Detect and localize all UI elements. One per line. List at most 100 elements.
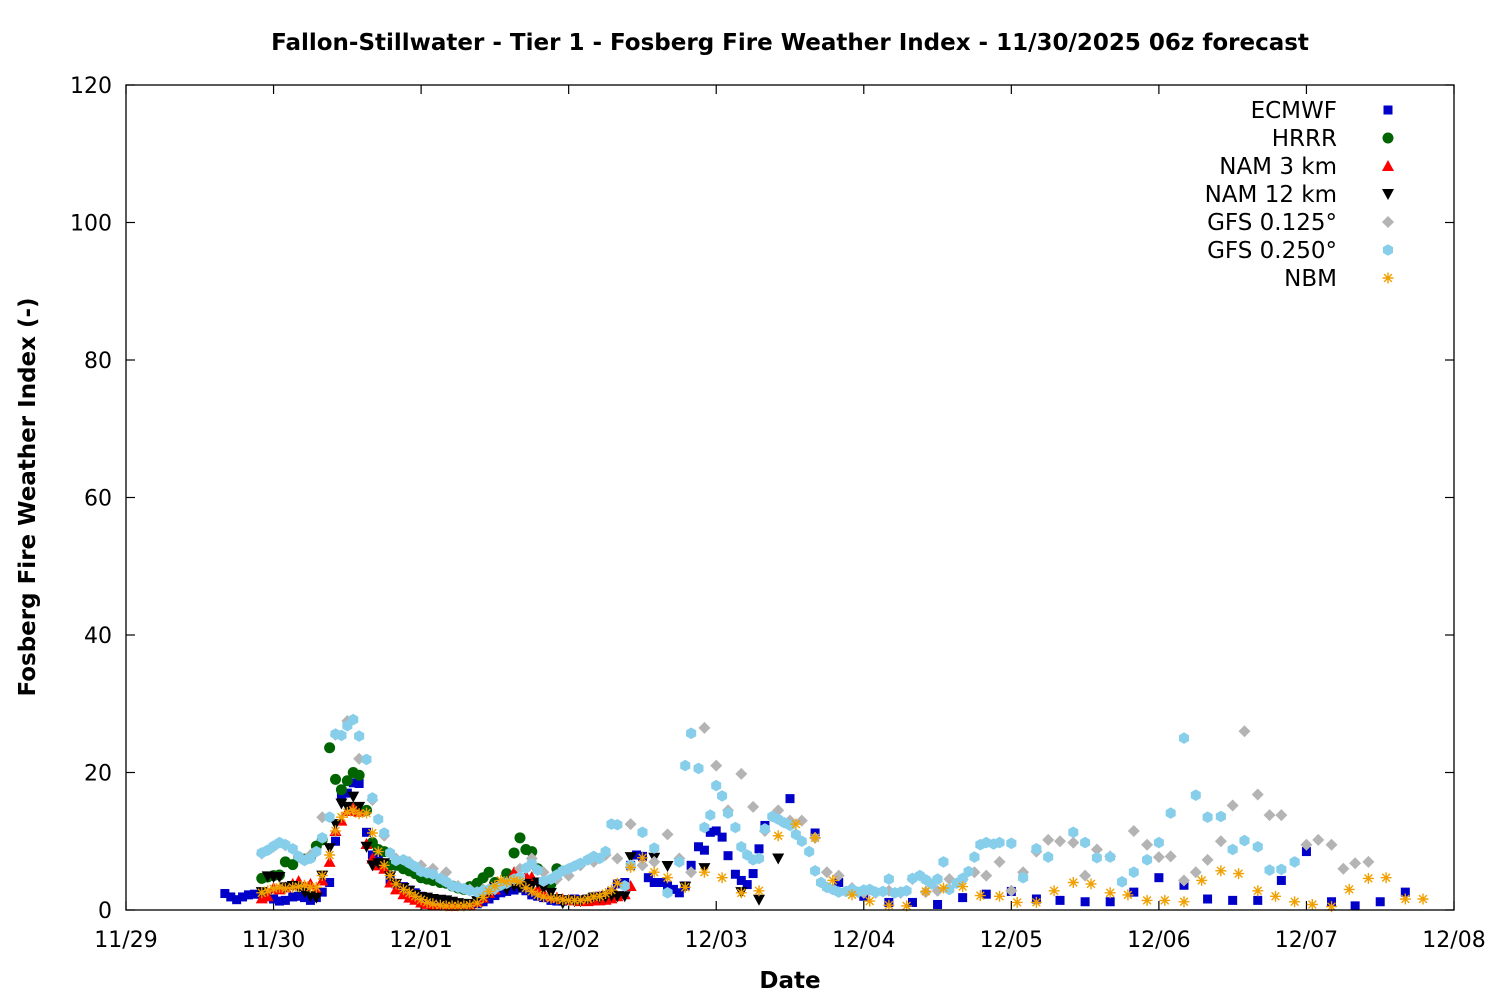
data-point (514, 876, 526, 888)
data-point (698, 866, 710, 878)
data-point (360, 841, 373, 853)
data-point (705, 827, 715, 837)
data-point (1251, 788, 1264, 801)
data-point (958, 893, 968, 903)
data-point (434, 899, 446, 911)
data-point (969, 851, 980, 863)
data-point (717, 790, 728, 802)
data-point (299, 879, 310, 891)
data-point (864, 895, 876, 907)
data-point (324, 849, 336, 861)
data-point (262, 885, 274, 897)
data-point (832, 869, 845, 882)
data-point (390, 878, 402, 890)
data-point (785, 794, 795, 804)
data-point (901, 885, 912, 897)
data-point (1142, 854, 1153, 866)
data-point (735, 887, 747, 899)
data-point (1300, 838, 1313, 851)
data-point (699, 845, 709, 855)
data-point (772, 853, 785, 865)
legend-marker (1382, 160, 1394, 171)
data-point (1031, 843, 1042, 855)
data-point (378, 859, 390, 871)
data-point (483, 866, 495, 878)
data-point (274, 881, 285, 893)
data-point (753, 894, 766, 906)
data-point (331, 836, 341, 846)
data-point (1068, 826, 1079, 839)
data-point (679, 881, 691, 893)
data-point (323, 843, 336, 855)
y-tick-label: 40 (84, 624, 112, 649)
data-point (625, 861, 637, 873)
data-point (1178, 896, 1190, 908)
data-point (736, 875, 746, 885)
data-point (317, 887, 327, 897)
data-point (563, 894, 575, 906)
data-point (575, 894, 586, 906)
chart-title: Fallon-Stillwater - Tier 1 - Fosberg Fir… (271, 30, 1309, 56)
data-point (809, 832, 821, 844)
data-point (1159, 894, 1171, 906)
data-point (753, 885, 765, 897)
data-point (508, 874, 520, 886)
data-point (256, 887, 268, 899)
data-point (279, 883, 291, 895)
data-point (1233, 868, 1245, 880)
data-point (938, 882, 949, 894)
data-point (648, 855, 661, 868)
y-tick-label: 20 (84, 762, 112, 787)
data-point (330, 825, 341, 837)
series-gfs-0-250 (256, 713, 1300, 899)
data-point (1054, 835, 1067, 848)
data-point (1042, 833, 1055, 846)
y-tick-label: 60 (84, 487, 112, 512)
data-point (748, 869, 758, 879)
data-point (324, 811, 335, 823)
data-point (1264, 864, 1275, 876)
data-point (1289, 856, 1300, 868)
x-tick-label: 11/29 (94, 928, 157, 953)
data-point (397, 883, 409, 895)
data-point (341, 775, 353, 787)
data-point (1090, 843, 1103, 856)
x-tick-label: 12/06 (1127, 928, 1190, 953)
data-point (742, 880, 752, 890)
legend-marker (1382, 216, 1394, 228)
data-point (711, 826, 721, 836)
data-point (324, 742, 336, 754)
data-point (747, 800, 760, 813)
data-point (698, 721, 711, 734)
data-point (611, 852, 624, 865)
data-point (1091, 852, 1102, 864)
data-point (957, 881, 969, 893)
data-point (310, 881, 322, 893)
data-point (1006, 837, 1017, 850)
data-point (846, 889, 858, 901)
data-point (1253, 895, 1263, 905)
y-tick-label: 80 (84, 349, 112, 374)
data-point (1226, 799, 1239, 812)
data-point (551, 893, 563, 905)
data-point (330, 773, 342, 785)
data-point (694, 842, 704, 852)
legend-label: GFS 0.125° (1207, 210, 1337, 236)
data-point (366, 827, 378, 839)
data-point (501, 876, 513, 888)
data-point (883, 899, 895, 911)
data-point (569, 894, 581, 906)
data-point (723, 807, 733, 819)
x-tick-label: 12/08 (1422, 928, 1485, 953)
data-point (353, 801, 366, 813)
data-point (661, 861, 674, 872)
data-point (557, 894, 569, 906)
data-point (1238, 725, 1251, 738)
data-point (342, 788, 352, 798)
data-point (981, 889, 991, 899)
data-point (1067, 877, 1079, 888)
data-point (496, 888, 506, 898)
data-point (471, 897, 483, 909)
data-point (335, 811, 347, 823)
